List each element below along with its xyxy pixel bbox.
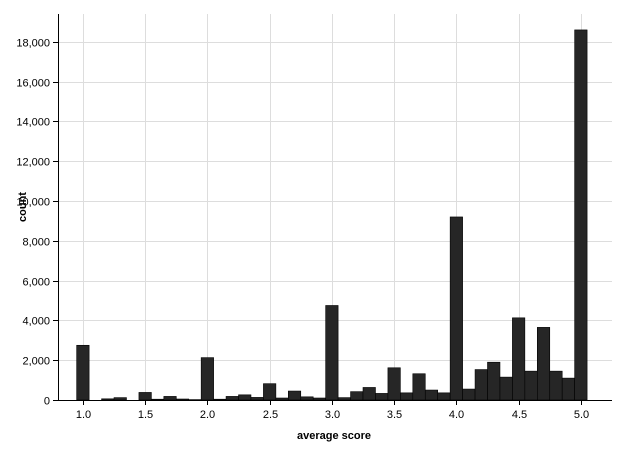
- x-tick-label: 3.5: [387, 409, 402, 421]
- histogram-bar: [76, 344, 90, 401]
- histogram-bar: [151, 398, 165, 401]
- y-tick-label: 10,000: [16, 197, 50, 209]
- histogram-bar: [536, 327, 551, 401]
- x-tick-label: 4.5: [512, 409, 527, 421]
- histogram-bar: [312, 397, 326, 401]
- histogram-bar: [225, 396, 239, 401]
- y-tick-label: 18,000: [16, 38, 50, 50]
- x-tick-label: 4.0: [449, 409, 464, 421]
- histogram-bar: [437, 392, 451, 401]
- x-tick-label: 2.0: [200, 409, 215, 421]
- histogram-bar: [524, 370, 538, 401]
- histogram-bar: [512, 317, 526, 401]
- histogram-bar: [387, 367, 401, 401]
- y-tick-label: 4,000: [22, 316, 50, 328]
- x-tick-label: 2.5: [263, 409, 278, 421]
- histogram-bar: [288, 390, 302, 401]
- histogram-bar: [375, 393, 389, 401]
- y-tick-label: 2,000: [22, 356, 50, 368]
- histogram-bar: [487, 361, 501, 401]
- x-tick-label: 3.0: [325, 409, 340, 421]
- y-tick-label: 6,000: [22, 277, 50, 289]
- y-tick-label: 14,000: [16, 117, 50, 129]
- histogram-bar: [362, 387, 376, 401]
- bars-layer: [76, 29, 588, 401]
- y-tick-label: 0: [44, 396, 50, 408]
- histogram-bar: [300, 396, 314, 401]
- histogram-bar: [101, 398, 115, 401]
- y-tick-label: 8,000: [22, 237, 50, 249]
- histogram-bar: [275, 397, 289, 401]
- histogram-bar: [499, 376, 513, 401]
- histogram-bar: [400, 392, 414, 401]
- histogram-bar: [163, 396, 177, 401]
- axes-layer: 1.0 1.5 2.0 2.5 3.0 3.5 4.0 4.5 5.0 0 2,000 4,000 6,…: [16, 14, 612, 421]
- histogram-bar: [263, 383, 277, 401]
- histogram-bar: [474, 369, 488, 401]
- y-tick-label: 16,000: [16, 78, 50, 90]
- histogram-bar: [325, 305, 339, 401]
- histogram-bar: [424, 389, 439, 401]
- histogram-bar: [175, 398, 190, 401]
- histogram-bar: [350, 391, 364, 401]
- histogram-bar: [549, 370, 563, 401]
- histogram-bar: [213, 398, 227, 401]
- histogram-bar: [561, 377, 575, 401]
- y-tick-label: 12,000: [16, 157, 50, 169]
- histogram-bar: [250, 397, 264, 401]
- grid-layer: [58, 14, 612, 401]
- y-axis-title: count: [17, 192, 29, 222]
- histogram-bar: [238, 394, 252, 401]
- histogram-bar: [200, 357, 214, 401]
- histogram-bar: [138, 392, 152, 401]
- histogram-bar: [337, 397, 351, 401]
- x-tick-label: 5.0: [574, 409, 589, 421]
- histogram-bar: [412, 373, 426, 401]
- x-tick-label: 1.0: [76, 409, 91, 421]
- x-tick-label: 1.5: [138, 409, 153, 421]
- histogram-bar: [113, 397, 127, 401]
- x-axis-title: average score: [297, 430, 371, 442]
- histogram-bar: [574, 29, 588, 401]
- histogram-bar: [449, 216, 463, 401]
- histogram-bar: [462, 388, 476, 401]
